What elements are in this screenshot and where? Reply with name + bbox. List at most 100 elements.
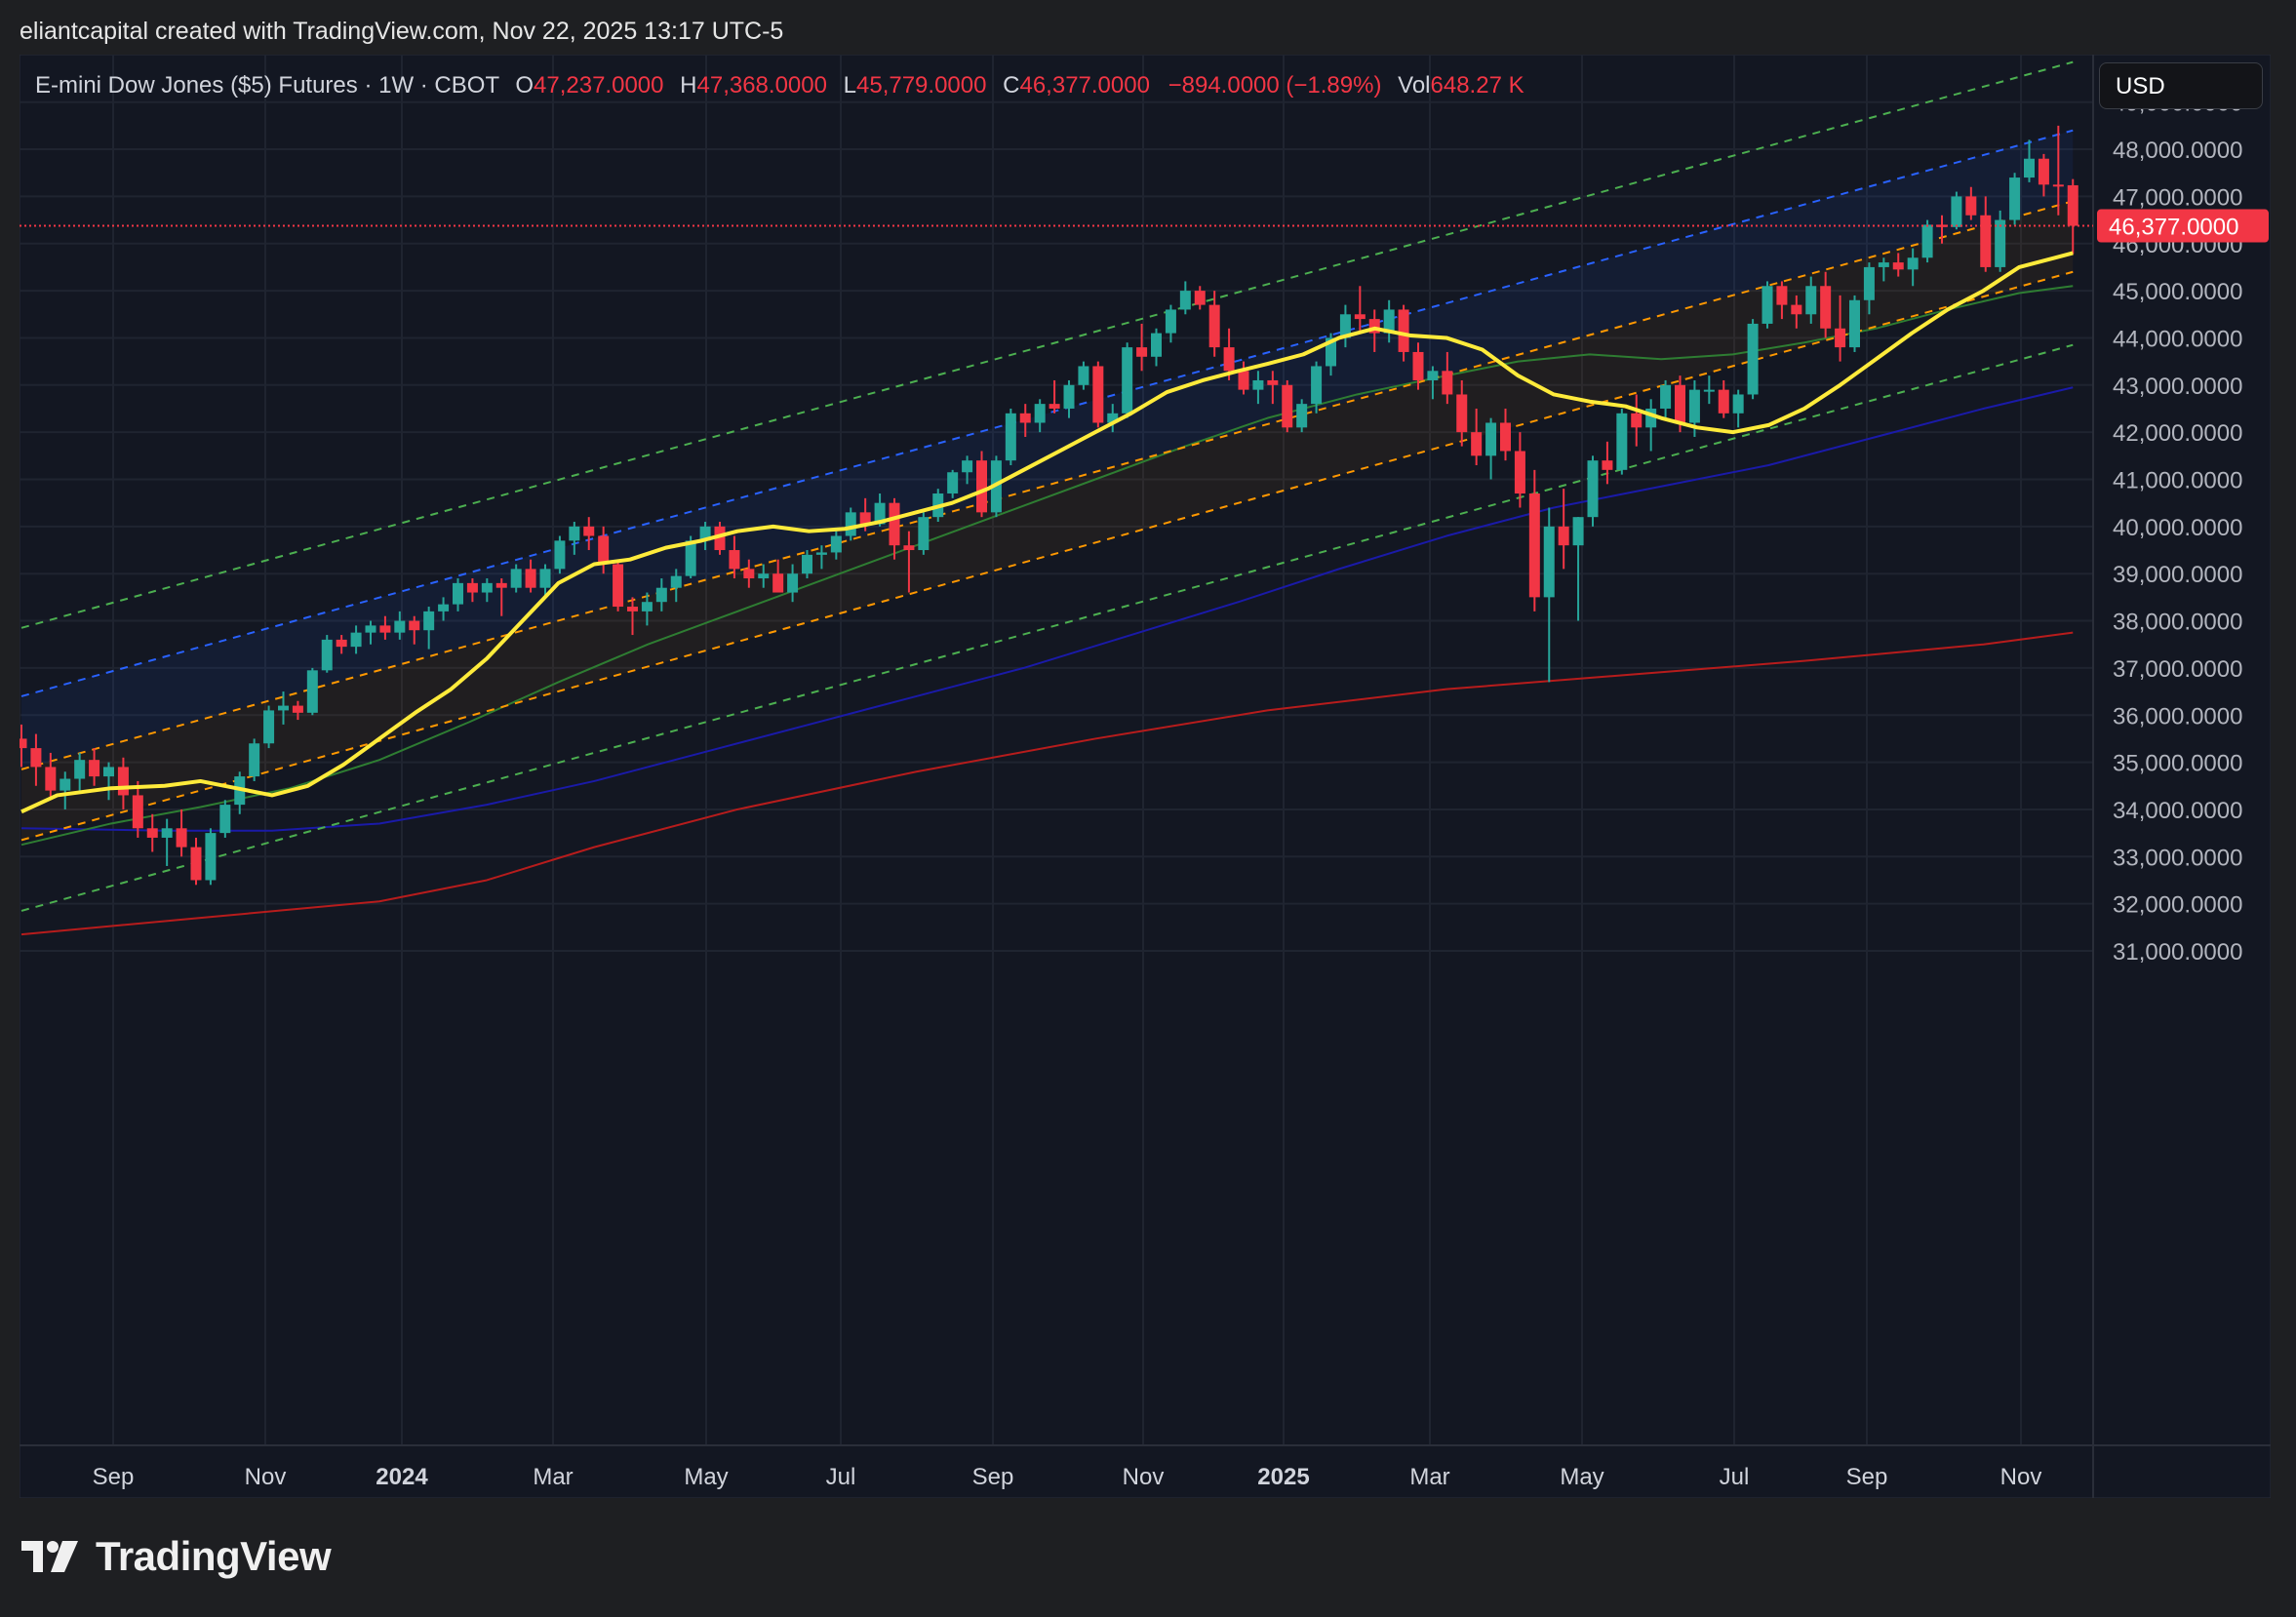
candle-body bbox=[1165, 309, 1176, 334]
candle-body bbox=[249, 743, 260, 777]
candle-body bbox=[1907, 257, 1919, 270]
candle-body bbox=[918, 517, 930, 551]
volume-label: Vol bbox=[1398, 72, 1431, 99]
candle-body bbox=[1965, 196, 1977, 216]
candle-body bbox=[641, 602, 653, 611]
candle-body bbox=[1849, 299, 1860, 348]
candle-body bbox=[1078, 366, 1089, 385]
candle-body bbox=[1980, 215, 1992, 267]
candle-body bbox=[1456, 394, 1468, 433]
brand-name: TradingView bbox=[96, 1533, 332, 1579]
candle-body bbox=[1471, 432, 1483, 456]
candle-body bbox=[1383, 309, 1395, 334]
candle-body bbox=[1558, 526, 1569, 546]
candle-body bbox=[1732, 394, 1744, 414]
y-tick-label: 38,000.0000 bbox=[2113, 610, 2242, 636]
candle-body bbox=[2067, 184, 2078, 226]
candle-body bbox=[1194, 291, 1206, 305]
high-value: 47,368.0000 bbox=[696, 72, 827, 99]
y-tick-label: 43,000.0000 bbox=[2113, 374, 2242, 400]
candle-body bbox=[1019, 413, 1031, 423]
volume-value: 648.27 K bbox=[1430, 72, 1524, 99]
candle-body bbox=[1223, 347, 1235, 372]
candle-body bbox=[947, 472, 959, 494]
ohlc-legend: E-mini Dow Jones ($5) Futures · 1W · CBO… bbox=[35, 72, 1524, 99]
candle-body bbox=[903, 545, 915, 551]
channel-line-outer-bottom bbox=[20, 343, 2074, 912]
high-label: H bbox=[680, 72, 697, 99]
candle-body bbox=[1718, 389, 1729, 414]
low-label: L bbox=[843, 72, 856, 99]
candle-body bbox=[2024, 158, 2035, 178]
candle-body bbox=[1267, 379, 1279, 385]
channel-line-upper bbox=[20, 129, 2074, 697]
low-value: 45,779.0000 bbox=[856, 72, 987, 99]
candle-body bbox=[889, 502, 900, 546]
candle-body bbox=[1122, 347, 1133, 414]
candle-body bbox=[525, 569, 536, 588]
candle-body bbox=[962, 460, 973, 473]
candle-body bbox=[379, 625, 391, 633]
candle-body bbox=[495, 582, 507, 588]
candle-body bbox=[219, 805, 231, 834]
x-tick-label: 2025 bbox=[1257, 1464, 1309, 1490]
candle-body bbox=[1500, 422, 1511, 452]
candle-body bbox=[1208, 304, 1220, 348]
y-tick-label: 39,000.0000 bbox=[2113, 562, 2242, 588]
price-chart[interactable]: Sep Nov 2024 Mar May Jul Sep Nov 2025 Mar May Jul Se… bbox=[20, 55, 2271, 1498]
symbol-title: E-mini Dow Jones ($5) Futures · 1W · CBO… bbox=[35, 72, 499, 99]
tradingview-brand[interactable]: TradingView bbox=[21, 1533, 332, 1580]
y-tick-label: 41,000.0000 bbox=[2113, 468, 2242, 494]
candle-body bbox=[1442, 371, 1453, 395]
x-tick-label: Jul bbox=[826, 1464, 856, 1490]
candle-body bbox=[1063, 384, 1075, 409]
candle-body bbox=[59, 778, 71, 791]
candle-body bbox=[321, 639, 333, 671]
change-value: −894.0000 (−1.89%) bbox=[1168, 72, 1382, 99]
candle-body bbox=[1921, 224, 1933, 258]
candle-body bbox=[1136, 347, 1148, 357]
currency-selector[interactable]: USD bbox=[2099, 62, 2263, 109]
candle-body bbox=[510, 569, 522, 588]
x-tick-label: Nov bbox=[1123, 1464, 1165, 1490]
x-tick-label: Mar bbox=[1409, 1464, 1449, 1490]
y-tick-label: 31,000.0000 bbox=[2113, 939, 2242, 966]
candle-body bbox=[1339, 314, 1351, 338]
chart-background bbox=[20, 55, 2271, 1498]
candle-body bbox=[466, 582, 478, 593]
candle-body bbox=[89, 760, 100, 777]
candle-body bbox=[1616, 413, 1628, 470]
candle-body bbox=[699, 526, 711, 541]
candle-body bbox=[1179, 291, 1191, 310]
candle-body bbox=[772, 573, 784, 593]
candle-body bbox=[1151, 333, 1162, 357]
x-tick-label: May bbox=[684, 1464, 728, 1490]
candle-body bbox=[453, 582, 463, 605]
open-label: O bbox=[515, 72, 534, 99]
candle-body bbox=[569, 526, 580, 541]
candle-body bbox=[394, 620, 406, 633]
candle-body bbox=[205, 833, 217, 881]
candle-body bbox=[1398, 309, 1409, 352]
candle-body bbox=[103, 767, 114, 777]
candle-body bbox=[1892, 262, 1904, 270]
candle-body bbox=[729, 550, 740, 570]
candle-body bbox=[1645, 408, 1657, 428]
candle-body bbox=[2009, 177, 2021, 220]
candle-body bbox=[1878, 262, 1889, 267]
candle-body bbox=[670, 575, 682, 588]
candle-body bbox=[787, 573, 799, 593]
x-tick-label: Jul bbox=[1720, 1464, 1750, 1490]
candle-body bbox=[1951, 196, 1962, 227]
candle-body bbox=[685, 540, 696, 576]
y-tick-label: 44,000.0000 bbox=[2113, 326, 2242, 352]
chart-panel[interactable]: Sep Nov 2024 Mar May Jul Sep Nov 2025 Mar May Jul Se… bbox=[20, 55, 2271, 1498]
close-label: C bbox=[1003, 72, 1020, 99]
channel-line-mid bbox=[20, 200, 2074, 770]
x-tick-label: 2024 bbox=[376, 1464, 428, 1490]
candle-body bbox=[1311, 366, 1323, 405]
candle-body bbox=[132, 795, 143, 829]
candle-body bbox=[1835, 328, 1846, 348]
candle-body bbox=[758, 573, 770, 579]
last-price-label: 46,377.0000 bbox=[2109, 215, 2238, 241]
